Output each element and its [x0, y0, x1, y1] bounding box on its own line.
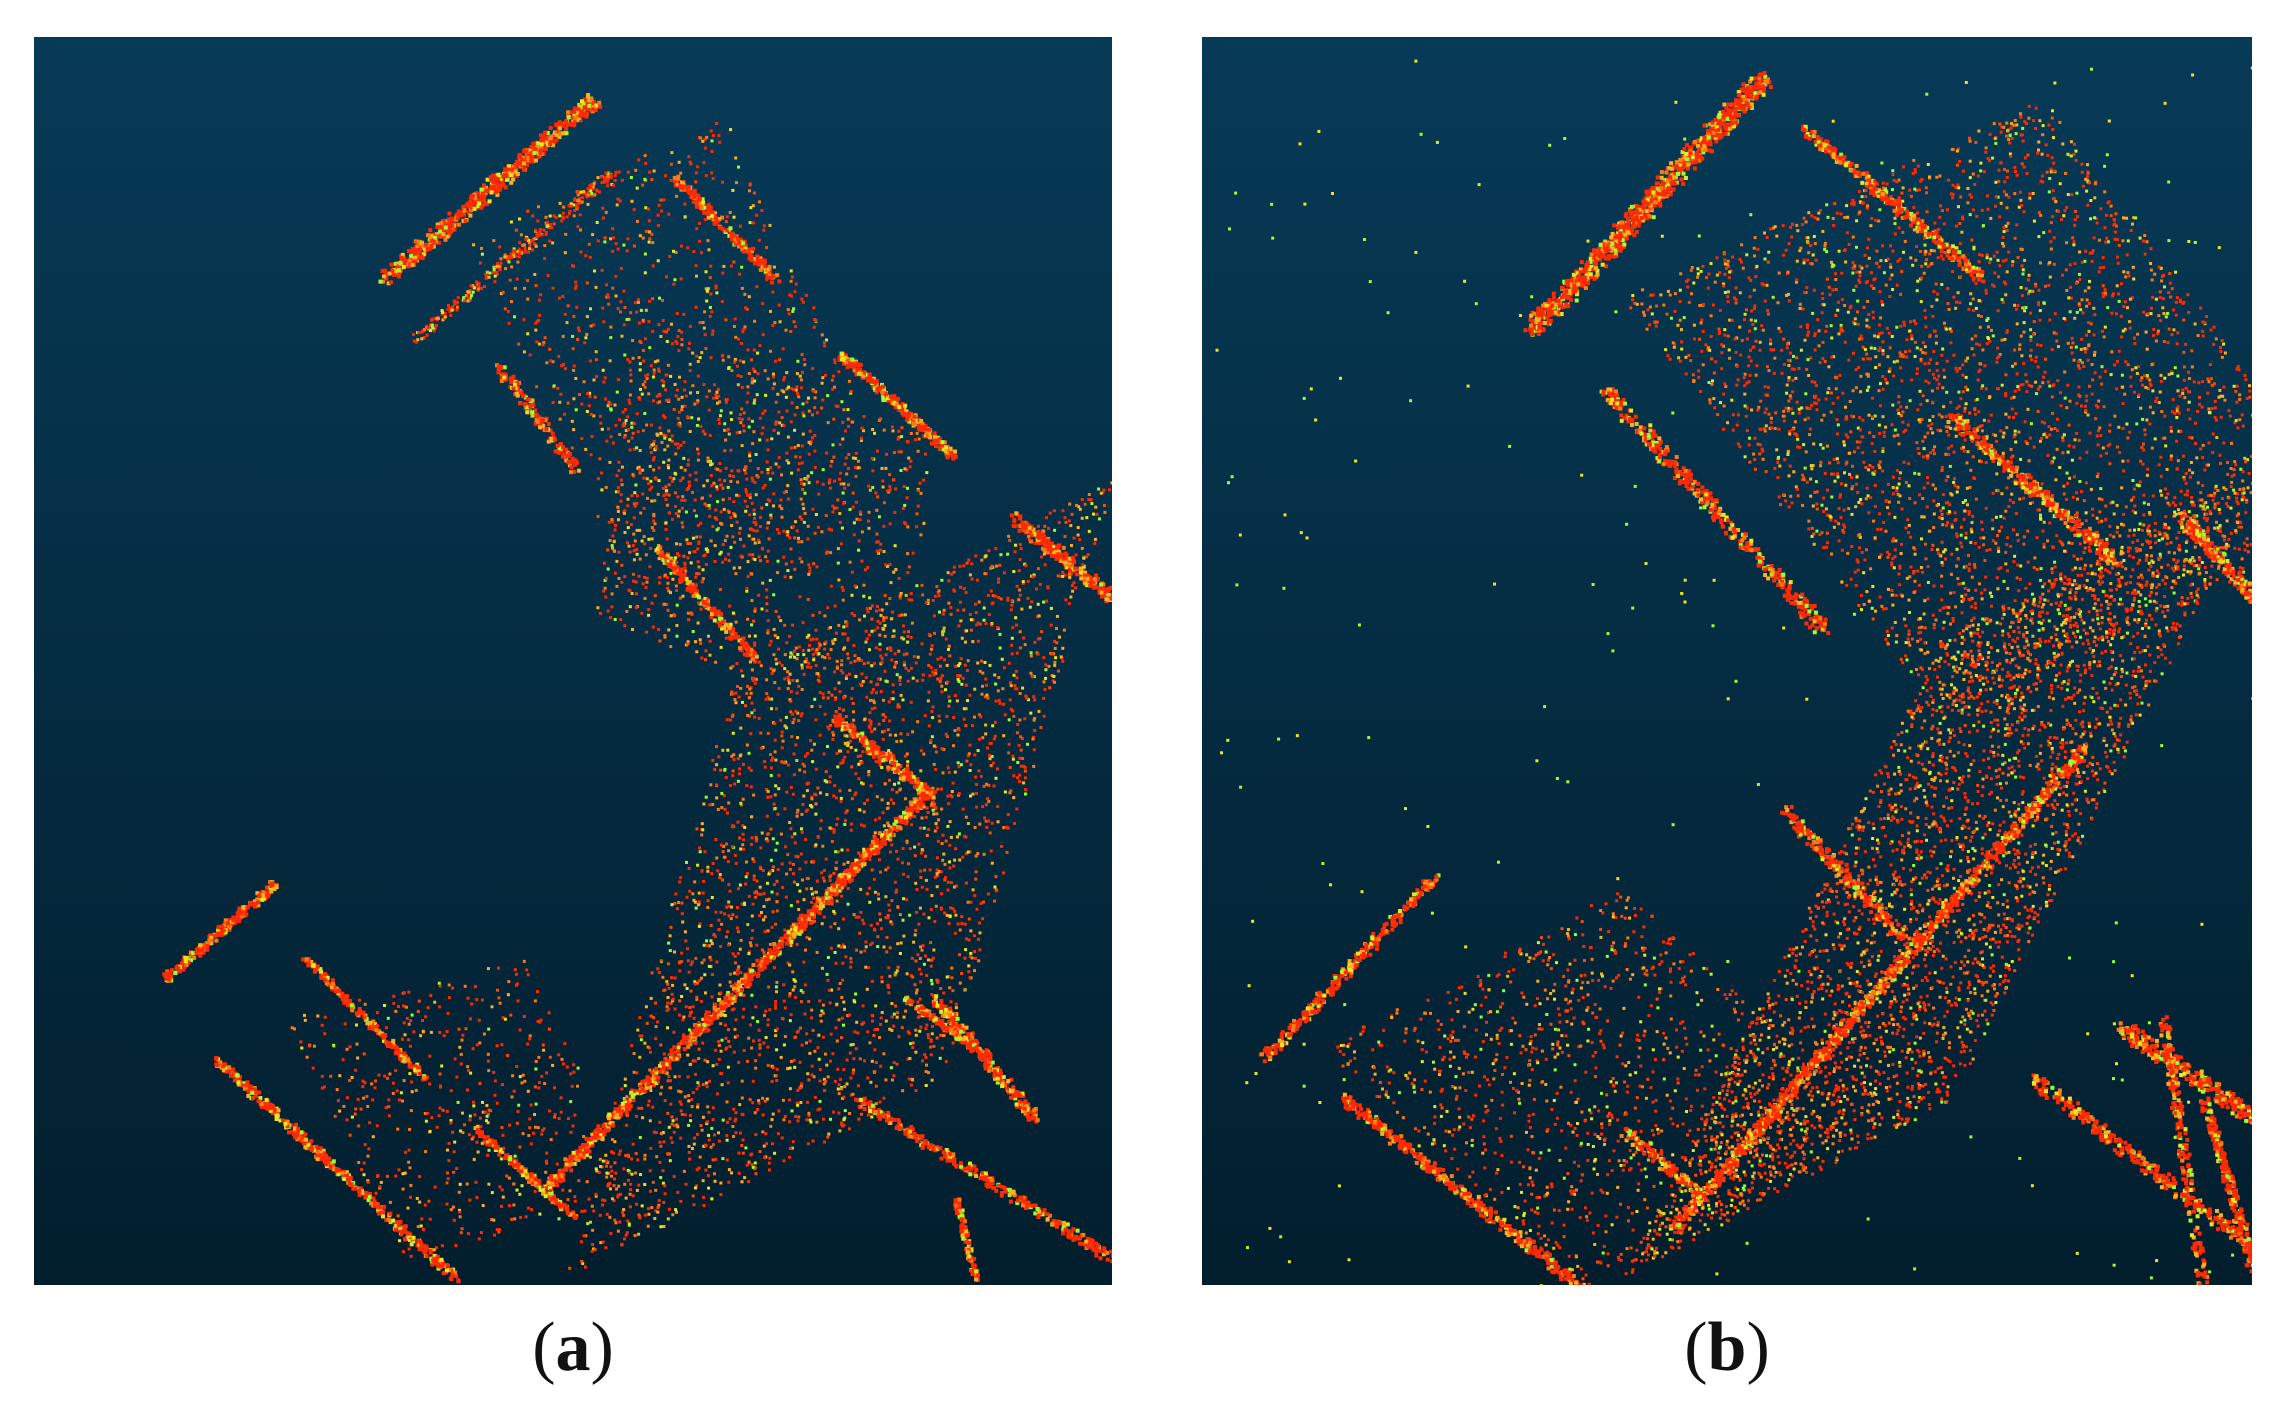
caption-b-open: ( [1684, 1309, 1707, 1386]
point-cloud-panel-b [1202, 37, 2252, 1285]
point-cloud-image-b [1202, 37, 2252, 1285]
panel-a-background [34, 37, 1112, 1285]
caption-b-close: ) [1746, 1309, 1769, 1386]
wall-scans-b [1258, 71, 2252, 1285]
point-cloud-panel-a [34, 37, 1112, 1285]
point-cloud-image-a [34, 37, 1112, 1285]
caption-a-letter: a [556, 1309, 591, 1386]
scatter-points-b [1215, 59, 2252, 1285]
caption-a-close: ) [591, 1309, 614, 1386]
panel-b-background [1202, 37, 2252, 1285]
wall-scans-a [162, 93, 1112, 1284]
caption-b: (b) [1607, 1308, 1847, 1388]
caption-a: (a) [453, 1308, 693, 1388]
scatter-points-a [290, 122, 1112, 1270]
caption-b-letter: b [1708, 1309, 1747, 1386]
caption-a-open: ( [532, 1309, 555, 1386]
